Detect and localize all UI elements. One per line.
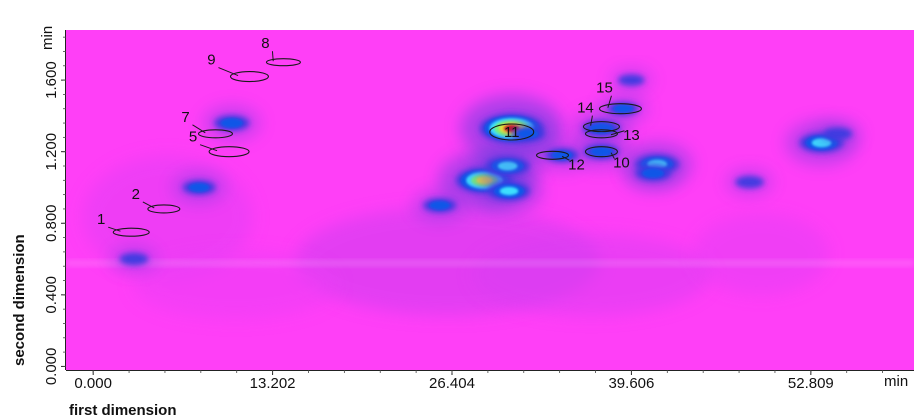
peak-leader-line xyxy=(590,115,593,126)
peak-spot xyxy=(598,93,648,124)
peak-label: 15 xyxy=(596,80,613,97)
peak-annotation-14: 14 xyxy=(577,100,620,133)
x-axis-unit: min xyxy=(884,373,908,390)
peak-annotation-13: 13 xyxy=(584,127,640,144)
peak-annotation-1: 1 xyxy=(97,211,150,237)
peaks-layer xyxy=(110,67,861,273)
peak-annotation-11: 11 xyxy=(489,123,535,141)
peak-label: 8 xyxy=(261,35,269,52)
x-tick-label: 26.404 xyxy=(429,375,475,392)
y-tick-label: 0.400 xyxy=(43,276,60,314)
y-axis-unit: min xyxy=(39,26,56,50)
peak-leader-line xyxy=(199,144,218,152)
peak-spot xyxy=(814,120,861,148)
peak-annotation-12: 12 xyxy=(535,150,585,173)
peak-outline xyxy=(229,70,270,83)
background-haze xyxy=(693,213,830,296)
peak-spot xyxy=(172,171,226,204)
peak-label: 13 xyxy=(623,127,640,144)
peak-spot xyxy=(624,155,682,191)
x-tick-label: 39.606 xyxy=(608,375,654,392)
peak-leader-line xyxy=(218,67,239,76)
peak-leader-line xyxy=(142,201,155,209)
x-axis-ticks: 0.000 13.202 26.404 39.606 52.809 xyxy=(74,370,883,392)
y-tick-label: 1.600 xyxy=(43,61,60,99)
background-haze xyxy=(133,251,338,319)
peak-annotation-10: 10 xyxy=(584,146,630,172)
y-axis-ticks: 0.000 0.400 0.800 1.200 1.600 xyxy=(43,36,66,386)
peak-label: 12 xyxy=(568,156,585,173)
peak-spot xyxy=(203,105,261,141)
peak-outline xyxy=(112,227,150,237)
peak-label: 11 xyxy=(504,124,520,141)
peak-label: 5 xyxy=(189,129,197,146)
peak-label: 1 xyxy=(97,211,105,228)
y-tick-label: 0.800 xyxy=(43,204,60,242)
peak-spot xyxy=(475,170,543,212)
peak-annotation-7: 7 xyxy=(181,109,234,139)
peak-outline xyxy=(489,123,535,141)
peak-leader-line xyxy=(192,124,206,134)
x-tick-label: 13.202 xyxy=(250,375,296,392)
x-tick-label: 0.000 xyxy=(74,375,112,392)
peak-outline xyxy=(197,129,234,139)
peak-annotation-2: 2 xyxy=(132,186,181,214)
peak-label: 9 xyxy=(207,52,215,69)
peak-leader-line xyxy=(610,130,625,136)
peak-outline xyxy=(147,204,181,214)
peak-label: 2 xyxy=(132,186,140,203)
peak-annotation-5: 5 xyxy=(189,129,250,158)
peak-annotation-8: 8 xyxy=(261,35,301,67)
peak-spot xyxy=(501,117,555,150)
peak-leader-line xyxy=(271,51,274,62)
y-tick-label: 0.000 xyxy=(43,348,60,386)
peak-spot xyxy=(726,168,773,196)
peak-outline xyxy=(582,121,620,133)
peak-leader-line xyxy=(561,155,570,161)
peak-label: 14 xyxy=(577,100,594,117)
peak-outline xyxy=(535,150,570,160)
peak-spot xyxy=(610,67,653,93)
peak-annotation-9: 9 xyxy=(207,52,270,83)
peak-leader-line xyxy=(607,95,612,108)
peak-annotation-15: 15 xyxy=(596,80,643,115)
y-tick-label: 1.200 xyxy=(43,133,60,171)
background-haze xyxy=(473,233,711,316)
x-tick-label: 52.809 xyxy=(788,375,834,392)
peak-spot xyxy=(413,189,467,222)
peak-outline xyxy=(598,103,643,115)
peak-outline xyxy=(265,58,301,67)
peak-outline xyxy=(584,146,618,158)
peak-outline xyxy=(208,146,250,158)
peak-leader-line xyxy=(108,226,121,232)
peak-label: 7 xyxy=(181,109,189,126)
peak-outline xyxy=(584,129,618,139)
peak-leader-line xyxy=(610,152,615,159)
y-axis-title: second dimension xyxy=(11,234,28,366)
background-streak xyxy=(66,260,914,266)
peak-label: 10 xyxy=(613,155,630,172)
x-axis-title: first dimension xyxy=(69,402,177,419)
peak-spot xyxy=(110,245,157,273)
